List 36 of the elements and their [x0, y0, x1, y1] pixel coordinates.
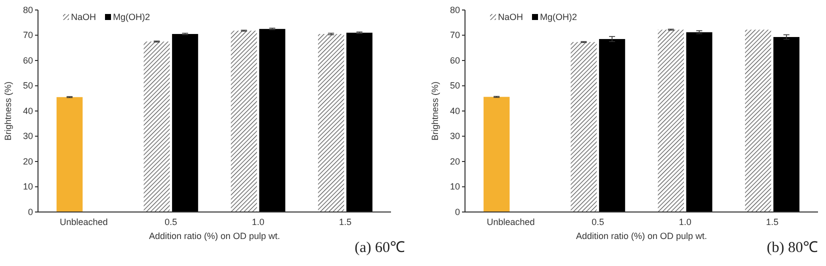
y-tick-label: 20: [22, 156, 33, 166]
y-tick-label: 70: [450, 30, 460, 40]
y-tick-label: 20: [450, 156, 460, 166]
legend-label: NaOH: [71, 12, 96, 22]
y-tick-label: 30: [450, 131, 460, 142]
legend-label: NaOH: [498, 12, 524, 22]
y-tick-label: 50: [450, 80, 460, 91]
y-tick-label: 40: [22, 106, 33, 116]
y-tick-label: 60: [450, 55, 460, 66]
x-tick-label: 1.5: [338, 217, 352, 227]
y-tick-label: 0: [454, 206, 460, 217]
y-tick-label: 80: [22, 4, 33, 15]
legend-label: Mg(OH)2: [113, 12, 150, 22]
y-tick-label: 40: [450, 106, 460, 116]
x-tick-label: 1.0: [252, 217, 264, 227]
y-tick-label: 50: [22, 80, 33, 91]
y-axis-title: Brightness (%): [430, 81, 440, 141]
x-tick-label: 1.5: [766, 217, 778, 227]
text: (b) 80℃: [766, 240, 818, 256]
x-tick-label: 1.0: [678, 217, 692, 227]
x-axis-title: Addition ratio (%) on OD pulp wt.: [576, 231, 708, 241]
x-tick-label: 0.5: [592, 217, 604, 227]
x-tick-label: Unbleached: [60, 217, 108, 227]
y-tick-label: 10: [22, 182, 33, 192]
x-axis-title: Addition ratio (%) on OD pulp wt.: [148, 231, 280, 241]
text: (a) 60℃: [354, 240, 405, 256]
x-tick-label: 0.5: [164, 217, 178, 227]
y-tick-label: 60: [22, 55, 33, 66]
y-tick-label: 10: [450, 182, 460, 192]
x-tick-label: Unbleached: [486, 217, 535, 227]
y-axis-title: Brightness (%): [3, 81, 13, 141]
y-tick-label: 30: [22, 131, 33, 142]
y-tick-label: 80: [450, 4, 460, 15]
legend-label: Mg(OH)2: [540, 12, 578, 22]
y-tick-label: 70: [22, 30, 33, 40]
y-tick-label: 0: [28, 206, 33, 217]
